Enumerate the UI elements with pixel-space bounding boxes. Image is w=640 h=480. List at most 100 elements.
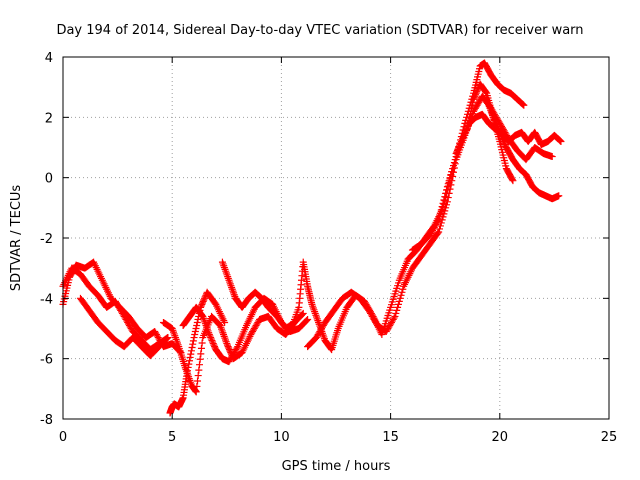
- data-point: [303, 316, 311, 324]
- x-tick-label: 5: [168, 430, 176, 445]
- data-point: [399, 285, 407, 293]
- y-tick-label: -6: [40, 353, 53, 368]
- y-axis-label: SDTVAR / TECUs: [9, 185, 24, 292]
- data-point: [197, 344, 205, 352]
- data-point: [461, 130, 469, 138]
- data-point: [441, 207, 449, 215]
- data-point: [470, 94, 478, 102]
- data-point: [499, 136, 507, 144]
- data-point: [396, 294, 404, 302]
- data-point: [492, 119, 500, 127]
- y-tick-label: 2: [45, 111, 53, 126]
- data-point: [445, 177, 453, 185]
- data-point: [457, 139, 465, 147]
- data-point: [434, 229, 442, 237]
- data-point: [548, 153, 556, 161]
- data-point: [494, 125, 502, 133]
- data-point: [440, 210, 448, 218]
- data-point: [448, 168, 456, 176]
- data-point: [438, 203, 446, 211]
- data-point: [189, 337, 197, 345]
- data-point: [457, 137, 465, 145]
- data-point: [196, 361, 203, 369]
- data-point: [304, 315, 312, 323]
- data-point: [446, 174, 454, 182]
- data-point: [397, 291, 405, 299]
- data-point: [225, 344, 233, 352]
- data-point: [436, 213, 444, 221]
- x-tick-label: 25: [601, 430, 618, 445]
- data-point: [453, 148, 461, 156]
- data-point: [498, 134, 506, 142]
- data-point: [493, 121, 501, 129]
- data-point: [390, 314, 398, 322]
- data-point: [192, 325, 200, 332]
- data-point: [464, 119, 472, 127]
- data-point: [555, 192, 563, 200]
- data-point: [462, 127, 470, 135]
- data-point: [489, 113, 497, 121]
- data-point: [194, 315, 202, 323]
- data-point: [199, 299, 207, 307]
- data-point: [449, 165, 457, 173]
- data-point: [185, 360, 193, 368]
- data-point: [198, 300, 206, 308]
- data-point: [454, 145, 462, 153]
- x-tick-label: 0: [59, 430, 67, 445]
- data-point: [434, 217, 442, 225]
- data-point: [459, 133, 467, 141]
- data-point: [451, 156, 459, 164]
- data-point: [473, 88, 481, 96]
- data-point: [441, 193, 449, 201]
- data-point: [211, 343, 219, 351]
- data-point: [519, 100, 527, 108]
- y-tick-label: -8: [40, 413, 53, 428]
- data-point: [443, 186, 451, 194]
- data-point: [509, 177, 517, 185]
- data-point: [465, 116, 473, 124]
- data-point: [199, 297, 207, 305]
- data-point: [193, 321, 201, 329]
- data-point: [185, 357, 193, 365]
- data-point: [470, 95, 478, 103]
- x-tick-label: 15: [382, 430, 399, 445]
- data-point: [187, 347, 195, 355]
- y-tick-label: -2: [40, 232, 53, 247]
- data-point: [450, 159, 458, 167]
- data-point: [224, 343, 232, 351]
- data-point: [207, 334, 215, 342]
- data-point: [436, 209, 444, 217]
- data-point: [520, 101, 528, 109]
- data-point: [195, 366, 203, 374]
- data-point: [194, 372, 202, 380]
- data-point: [443, 201, 451, 209]
- data-point: [495, 127, 503, 135]
- data-point: [188, 344, 196, 352]
- data-point: [197, 350, 205, 358]
- data-point: [455, 144, 463, 151]
- data-point: [191, 331, 199, 339]
- data-point: [395, 297, 403, 305]
- data-point: [468, 104, 476, 112]
- data-point: [444, 194, 452, 202]
- data-point: [455, 142, 463, 150]
- chart-title: Day 194 of 2014, Sidereal Day-to-day VTE…: [56, 23, 583, 38]
- x-axis-label: GPS time / hours: [282, 459, 391, 474]
- data-point: [490, 115, 498, 123]
- data-point: [500, 139, 508, 147]
- data-point: [164, 334, 172, 342]
- data-point: [443, 183, 451, 191]
- data-point: [221, 318, 229, 326]
- data-point: [472, 89, 480, 97]
- data-point: [194, 377, 202, 385]
- data-point: [491, 118, 499, 126]
- data-point: [209, 338, 217, 346]
- data-point: [442, 204, 450, 212]
- data-point: [501, 140, 509, 148]
- data-point: [453, 147, 461, 155]
- data-point: [394, 300, 402, 308]
- data-point: [207, 335, 215, 343]
- data-point: [519, 101, 527, 109]
